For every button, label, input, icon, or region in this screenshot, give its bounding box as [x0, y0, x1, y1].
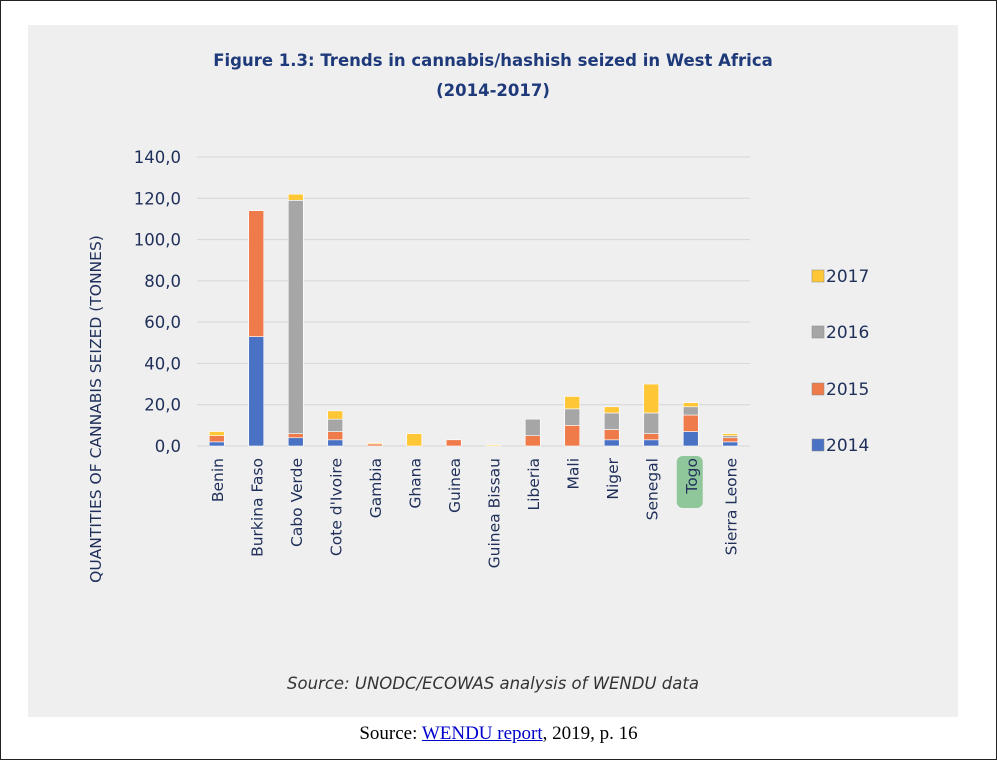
bar-segment-2017 — [485, 444, 502, 447]
chart-panel — [28, 25, 958, 717]
legend-label-2016: 2016 — [826, 323, 869, 343]
bar-segment-2016 — [327, 418, 344, 432]
bar-segment-2017 — [643, 383, 660, 414]
bar-segment-2017 — [722, 433, 739, 436]
legend-label-2015: 2015 — [826, 380, 869, 400]
chart-source-note: Source: UNODC/ECOWAS analysis of WENDU d… — [287, 674, 699, 693]
bar-segment-2014 — [327, 439, 344, 447]
x-category-label: Sierra Leone — [722, 458, 740, 555]
x-category-label: Liberia — [525, 458, 543, 511]
y-tick-label: 20,0 — [144, 396, 181, 415]
x-category-label: Burkina Faso — [248, 458, 266, 557]
bar-segment-2014 — [643, 439, 660, 447]
bar-segment-2015 — [327, 431, 344, 441]
bar-segment-2017 — [208, 431, 225, 436]
x-category-label: Guinea Bissau — [485, 458, 503, 568]
legend-swatch-2014 — [811, 438, 825, 452]
bar-segment-2014 — [722, 441, 739, 447]
x-category-label: Guinea — [446, 458, 464, 513]
legend-swatch-2016 — [811, 325, 825, 339]
y-tick-label: 100,0 — [134, 231, 181, 250]
y-tick-label: 120,0 — [134, 189, 181, 208]
caption-prefix: Source: — [359, 723, 422, 744]
bar-segment-2017 — [327, 410, 344, 420]
bar-segment-2017 — [682, 402, 699, 408]
bar-segment-2016 — [722, 435, 739, 439]
bar-segment-2014 — [248, 336, 265, 447]
bar-segment-2017 — [406, 433, 423, 447]
legend-label-2014: 2014 — [826, 436, 869, 456]
legend-swatch-2017 — [811, 269, 825, 283]
bar-segment-2016 — [524, 418, 541, 436]
y-tick-label: 40,0 — [144, 354, 181, 373]
chart-title-line-1: Figure 1.3: Trends in cannabis/hashish s… — [213, 51, 773, 70]
x-category-label: Senegal — [643, 458, 661, 520]
bar-segment-2016 — [287, 200, 304, 434]
legend-label-2017: 2017 — [826, 267, 869, 287]
bar-segment-2015 — [564, 425, 581, 447]
category-highlight — [676, 456, 703, 508]
x-category-label: Ghana — [406, 458, 424, 509]
bar-segment-2016 — [603, 412, 620, 430]
bar-segment-2015 — [524, 435, 541, 447]
x-category-label: Mali — [564, 458, 582, 489]
bar-segment-2017 — [366, 442, 383, 445]
chart-title: Figure 1.3: Trends in cannabis/hashish s… — [28, 46, 958, 106]
bar-segment-2014 — [603, 439, 620, 447]
legend-swatch-2015 — [811, 382, 825, 396]
y-tick-label: 80,0 — [144, 272, 181, 291]
x-category-label: Cabo Verde — [288, 458, 306, 547]
x-category-label: Cote d'Ivoire — [327, 458, 345, 556]
bar-segment-2017 — [564, 396, 581, 410]
wendu-report-link[interactable]: WENDU report — [421, 723, 543, 744]
bar-segment-2015 — [287, 433, 304, 439]
bar-segment-2017 — [287, 193, 304, 201]
x-category-label: Benin — [209, 458, 227, 502]
caption-suffix: , 2019, p. 16 — [542, 723, 638, 744]
bar-segment-2015 — [722, 437, 739, 443]
chart-title-line-2: (2014-2017) — [436, 81, 550, 100]
y-tick-label: 140,0 — [134, 148, 181, 167]
bar-segment-2015 — [682, 414, 699, 432]
bar-segment-2017 — [603, 406, 620, 414]
bar-segment-2015 — [643, 433, 660, 441]
y-tick-label: 60,0 — [144, 313, 181, 332]
bar-segment-2015 — [366, 443, 383, 447]
bar-segment-2014 — [208, 441, 225, 447]
bar-segment-2015 — [445, 439, 462, 447]
x-category-label: Niger — [604, 457, 622, 499]
bar-segment-2016 — [643, 412, 660, 434]
figure-caption: Source: WENDU report, 2019, p. 16 — [0, 723, 997, 745]
bar-segment-2016 — [682, 406, 699, 416]
bar-segment-2015 — [248, 210, 265, 337]
x-category-label: Togo — [683, 458, 701, 495]
bar-segment-2015 — [208, 435, 225, 443]
y-tick-label: 0,0 — [155, 437, 181, 456]
bar-segment-2016 — [564, 408, 581, 426]
bar-segment-2015 — [603, 429, 620, 441]
bar-segment-2014 — [682, 431, 699, 447]
bar-segment-2014 — [287, 437, 304, 447]
x-category-label: Gambia — [367, 458, 385, 518]
